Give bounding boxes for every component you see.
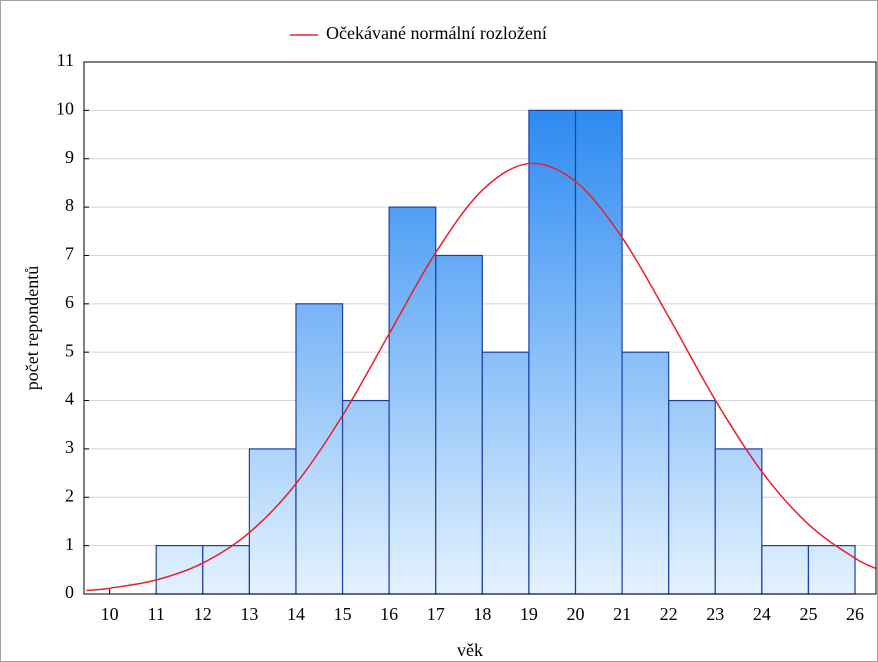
y-tick-label: 10 bbox=[56, 98, 74, 118]
bar bbox=[202, 545, 250, 595]
x-tick-label: 15 bbox=[334, 604, 352, 624]
y-tick-label: 0 bbox=[65, 582, 74, 602]
bar bbox=[761, 545, 810, 595]
x-tick-label: 20 bbox=[567, 604, 585, 624]
x-tick-label: 18 bbox=[473, 604, 491, 624]
normal-curve bbox=[86, 162, 876, 592]
y-tick-label: 1 bbox=[65, 534, 74, 554]
bar bbox=[435, 254, 483, 595]
bar bbox=[714, 448, 763, 595]
y-tick-label: 3 bbox=[65, 437, 74, 457]
bar bbox=[388, 206, 437, 595]
bar bbox=[295, 303, 344, 595]
legend-label: Očekávané normální rozložení bbox=[326, 23, 547, 43]
x-tick-label: 11 bbox=[148, 604, 165, 624]
y-tick-label: 6 bbox=[65, 292, 74, 312]
x-tick-label: 22 bbox=[660, 604, 678, 624]
bar bbox=[248, 448, 297, 595]
bar bbox=[155, 545, 204, 595]
y-tick-label: 7 bbox=[65, 244, 74, 264]
y-tick-label: 11 bbox=[57, 50, 74, 70]
x-axis-label: věk bbox=[457, 640, 483, 660]
x-tick-label: 26 bbox=[846, 604, 864, 624]
x-tick-label: 17 bbox=[427, 604, 445, 624]
x-tick-label: 23 bbox=[706, 604, 724, 624]
y-tick-label: 9 bbox=[65, 147, 74, 167]
x-tick-label: 10 bbox=[101, 604, 119, 624]
plot-border bbox=[83, 61, 877, 595]
y-tick-label: 5 bbox=[65, 340, 74, 360]
y-tick-label: 2 bbox=[65, 485, 74, 505]
x-tick-label: 13 bbox=[240, 604, 258, 624]
x-tick-label: 21 bbox=[613, 604, 631, 624]
bar bbox=[621, 351, 670, 595]
bar bbox=[528, 109, 577, 595]
x-tick-label: 16 bbox=[380, 604, 398, 624]
y-tick-label: 8 bbox=[65, 195, 74, 215]
bar bbox=[668, 399, 716, 595]
x-tick-label: 14 bbox=[287, 604, 305, 624]
bar bbox=[341, 399, 390, 595]
y-axis-label: počet repondentů bbox=[22, 266, 42, 390]
y-tick-label: 4 bbox=[65, 389, 74, 409]
x-tick-label: 25 bbox=[799, 604, 817, 624]
x-tick-label: 12 bbox=[194, 604, 212, 624]
x-tick-label: 19 bbox=[520, 604, 538, 624]
bar bbox=[481, 351, 530, 595]
x-tick-label: 24 bbox=[753, 604, 771, 624]
bar bbox=[574, 109, 623, 595]
